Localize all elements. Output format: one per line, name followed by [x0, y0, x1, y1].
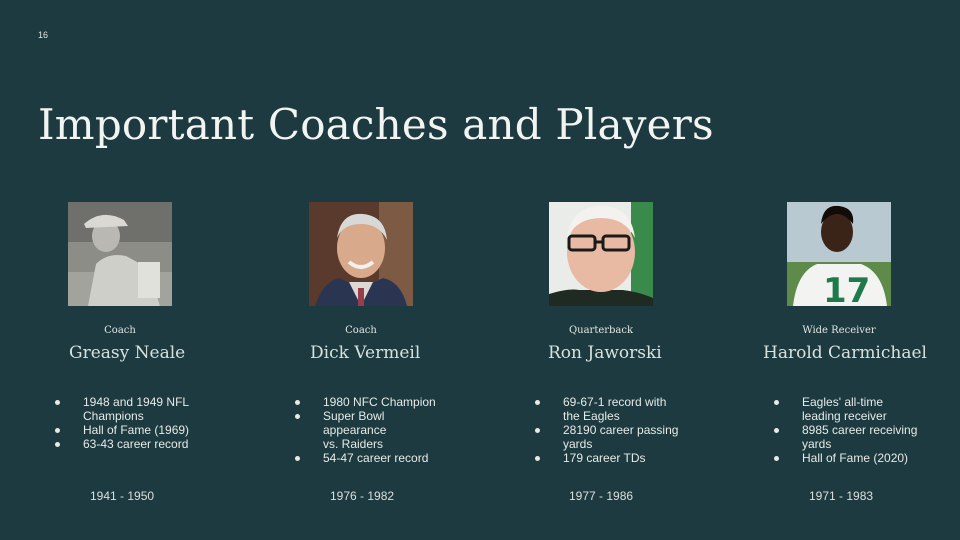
- years-active: 1977 - 1986: [569, 489, 634, 503]
- greasy-neale-photo: [68, 202, 172, 306]
- list-item: 28190 career passing yards: [533, 423, 683, 451]
- person-name: Ron Jaworski: [548, 343, 662, 363]
- achievements-list: Eagles' all-time leading receiver 8985 c…: [772, 395, 922, 465]
- person-name: Dick Vermeil: [310, 343, 421, 363]
- svg-text:17: 17: [823, 271, 870, 306]
- years-active: 1971 - 1983: [809, 489, 874, 503]
- list-item: 69-67-1 record with the Eagles: [533, 395, 683, 423]
- achievements-list: 1948 and 1949 NFL Champions Hall of Fame…: [53, 395, 203, 451]
- years-active: 1941 - 1950: [90, 489, 155, 503]
- person-name: Greasy Neale: [69, 343, 186, 363]
- list-item: Eagles' all-time leading receiver: [772, 395, 922, 423]
- achievements-list: 1980 NFC Champion Super Bowl appearance …: [293, 395, 443, 465]
- list-item: Hall of Fame (1969): [53, 423, 203, 437]
- list-item: 8985 career receiving yards: [772, 423, 922, 451]
- dick-vermeil-photo: [309, 202, 413, 306]
- list-item: 179 career TDs: [533, 451, 683, 465]
- list-item: 1948 and 1949 NFL Champions: [53, 395, 203, 423]
- role-label: Coach: [345, 325, 377, 336]
- achievements-list: 69-67-1 record with the Eagles 28190 car…: [533, 395, 683, 465]
- ron-jaworski-photo: [549, 202, 653, 306]
- role-label: Wide Receiver: [802, 325, 876, 336]
- person-name: Harold Carmichael: [763, 343, 927, 363]
- list-item: 54-47 career record: [293, 451, 443, 465]
- list-item: Super Bowl appearance vs. Raiders: [293, 409, 443, 451]
- list-item: Hall of Fame (2020): [772, 451, 922, 465]
- role-label: Coach: [104, 325, 136, 336]
- harold-carmichael-photo: 17: [787, 202, 891, 306]
- slide-title: Important Coaches and Players: [38, 100, 714, 149]
- years-active: 1976 - 1982: [330, 489, 395, 503]
- list-item: 63-43 career record: [53, 437, 203, 451]
- slide-number: 16: [38, 30, 49, 40]
- role-label: Quarterback: [568, 325, 634, 336]
- list-item: 1980 NFC Champion: [293, 395, 443, 409]
